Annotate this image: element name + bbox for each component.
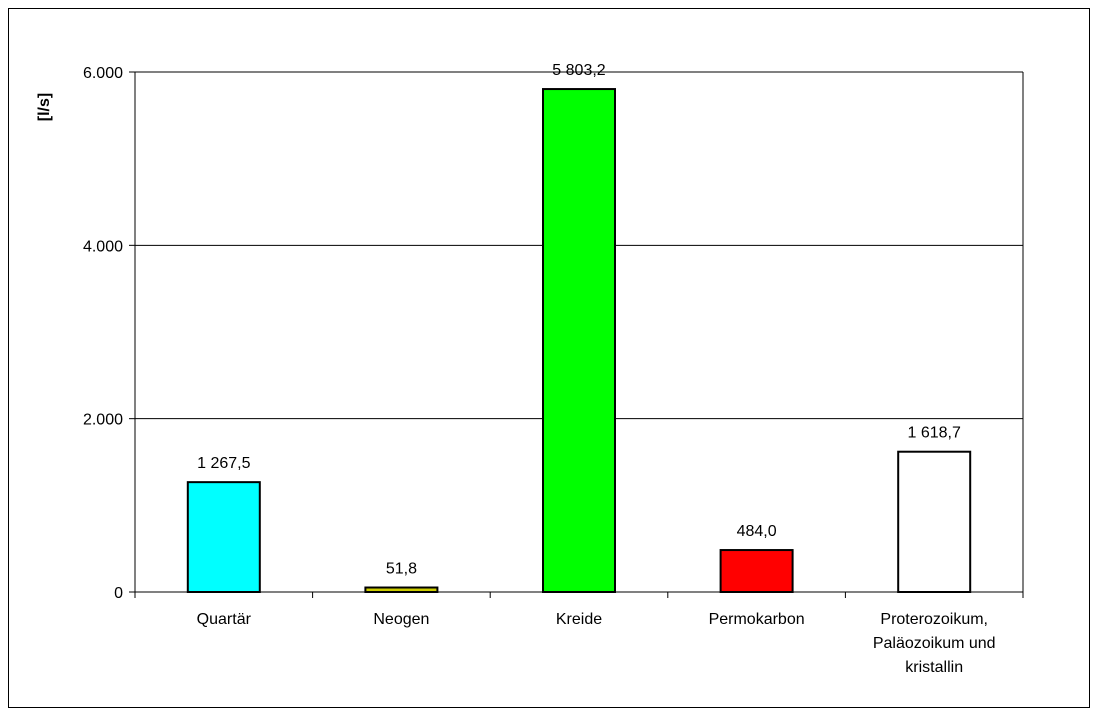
bar-1 bbox=[364, 586, 439, 594]
data-label-4: 1 618,7 bbox=[908, 425, 961, 442]
y-axis-label: [l/s] bbox=[36, 93, 53, 121]
data-label-3: 484,0 bbox=[737, 523, 777, 540]
y-tick-label-3: 6.000 bbox=[83, 65, 123, 82]
y-tick-label-0: 0 bbox=[114, 585, 123, 602]
category-label-1-0: Neogen bbox=[373, 611, 429, 628]
data-label-0: 1 267,5 bbox=[197, 455, 250, 472]
y-tick-label-2: 4.000 bbox=[83, 238, 123, 255]
data-label-2: 5 803,2 bbox=[552, 62, 605, 79]
data-label-1: 51,8 bbox=[386, 561, 417, 578]
bar-0 bbox=[186, 481, 261, 593]
category-label-2-0: Kreide bbox=[556, 611, 602, 628]
category-label-0-0: Quartär bbox=[197, 611, 252, 628]
category-label-4-2: kristallin bbox=[905, 659, 963, 676]
bar-2 bbox=[542, 88, 616, 593]
category-label-4-1: Paläozoikum und bbox=[873, 635, 996, 652]
bar-4 bbox=[897, 450, 972, 594]
category-label-3-0: Permokarbon bbox=[709, 611, 805, 628]
bar-3 bbox=[719, 549, 794, 594]
category-label-4-0: Proterozoikum, bbox=[880, 611, 988, 628]
y-tick-label-1: 2.000 bbox=[83, 412, 123, 429]
